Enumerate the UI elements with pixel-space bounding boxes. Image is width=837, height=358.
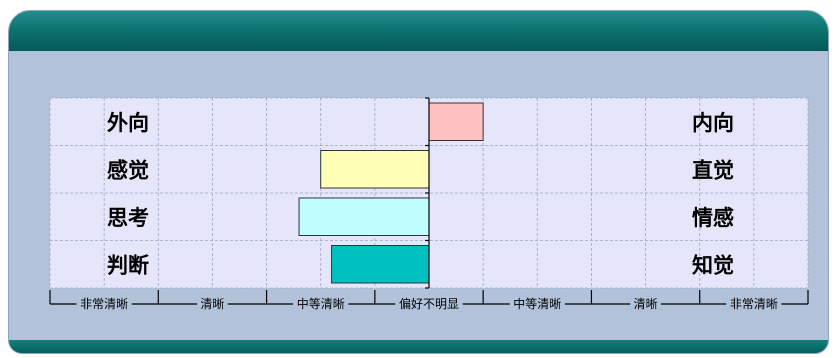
label-right-2: 情感 <box>692 206 734 230</box>
label-left-0: 外向 <box>107 111 149 135</box>
label-left-2: 思考 <box>107 206 149 230</box>
bar-0 <box>428 102 484 141</box>
scale-label-0: 非常清晰 <box>80 297 128 311</box>
label-right-0: 内向 <box>692 111 734 135</box>
scale-label-6: 非常清晰 <box>730 297 778 311</box>
scale-label-3: 偏好不明显 <box>399 296 459 311</box>
label-left-1: 感觉 <box>107 158 149 182</box>
bar-2 <box>298 197 430 236</box>
scale-label-2: 中等清晰 <box>297 296 345 311</box>
scale-label-1: 清晰 <box>200 297 224 311</box>
bar-3 <box>331 245 430 284</box>
scale-label-4: 中等清晰 <box>513 296 561 311</box>
bottom-bar <box>9 340 828 353</box>
bar-1 <box>320 150 430 189</box>
label-right-3: 知觉 <box>692 253 734 277</box>
label-right-1: 直觉 <box>692 158 734 182</box>
header-bar <box>9 11 828 51</box>
label-left-3: 判断 <box>107 253 149 277</box>
scale-label-5: 清晰 <box>634 297 658 311</box>
